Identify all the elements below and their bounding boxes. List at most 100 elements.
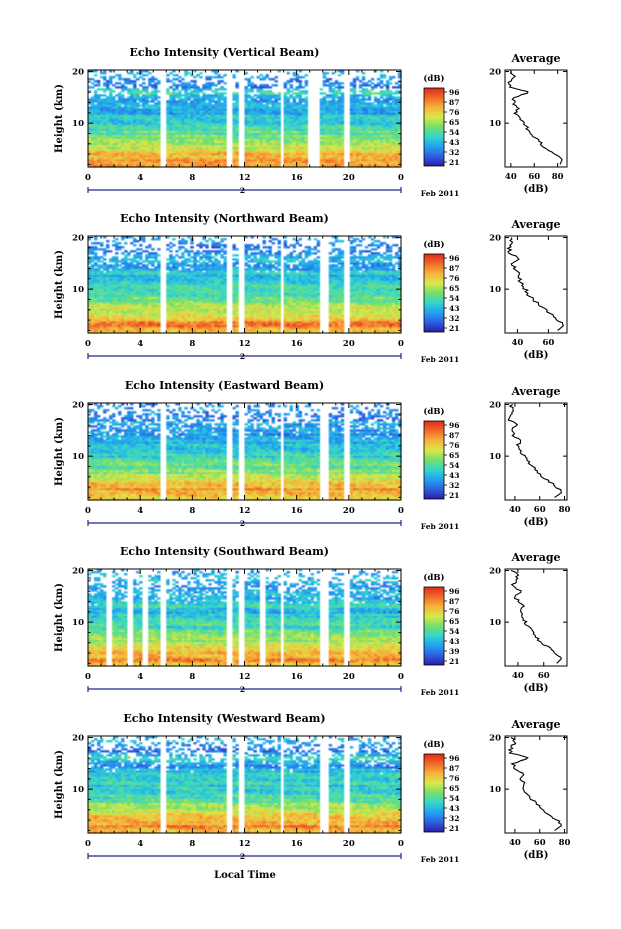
y-tick-label: 10 [72,285,84,295]
heatmap-cells [88,403,402,501]
colorbar-tick-label: 87 [449,264,459,273]
panel-title: Echo Intensity (Northward Beam) [120,212,329,225]
profile-y-tick-label: 10 [489,452,501,462]
profile-x-axis-label: (dB) [524,683,549,694]
x-tick-label: 4 [137,672,143,682]
profile-x-axis-label: (dB) [524,350,549,361]
y-tick-label: 10 [72,119,84,129]
y-axis-label: Height (km) [54,583,65,652]
panel-title: Echo Intensity (Westward Beam) [123,712,325,725]
profile-x-tick-label: 60 [534,838,546,848]
profile-x-axis-label: (dB) [524,184,549,195]
colorbar-tick-label: 76 [449,108,459,117]
colorbar-tick-label: 65 [449,784,459,793]
x-tick-label: 20 [343,839,355,849]
y-axis-label: Height (km) [54,417,65,486]
colorbar-tick-label: 39 [449,647,459,656]
colorbar-tick-label: 87 [449,98,459,107]
colorbar-tick-label: 96 [449,254,459,263]
profile-y-tick-label: 20 [489,401,501,411]
colorbar-tick-label: 96 [449,754,459,763]
y-axis-label: Height (km) [54,250,65,319]
colorbar-tick-label: 21 [449,824,459,833]
panel-3: Echo Intensity (Southward Beam)0 4 8 12 16 20… [54,545,568,697]
colorbar-tick-label: 43 [449,471,459,480]
colorbar-tick-label: 96 [449,587,459,596]
profile-x-axis-label: (dB) [524,517,549,528]
profile-x-tick-label: 60 [542,338,554,348]
x-tick-label: 0 [398,173,404,183]
profile-line [507,71,563,165]
date-label: Feb 2011 [421,355,459,364]
colorbar-tick-label: 65 [449,118,459,127]
colorbar-tick-label: 87 [449,764,459,773]
profile-title: Average [510,385,560,398]
y-axis-label: Height (km) [54,84,65,153]
x-tick-label: 8 [189,173,195,183]
date-label: Feb 2011 [421,688,459,697]
colorbar-tick-label: 65 [449,284,459,293]
colorbar [423,586,445,666]
x-tick-label: 12 [239,672,251,682]
colorbar-tick-label: 32 [449,314,459,323]
y-tick-label: 20 [72,401,84,411]
x-tick-label: 12 [239,506,251,516]
x-tick-label: 16 [291,506,303,516]
heatmap-cells [88,70,402,168]
colorbar-tick-label: 54 [449,128,459,137]
profile-y-tick-label: 10 [489,285,501,295]
profile-title: Average [510,218,560,231]
colorbar-tick-label: 76 [449,274,459,283]
colorbar-tick-label: 87 [449,431,459,440]
x-tick-label: 8 [189,839,195,849]
x-tick-label: 0 [398,839,404,849]
profile-y-tick-label: 20 [489,567,501,577]
x-tick-label: 12 [239,339,251,349]
panel-1: Echo Intensity (Northward Beam)0 4 8 12 16 20… [54,212,568,364]
colorbar-tick-label: 54 [449,794,459,803]
x-tick-label: 0 [398,506,404,516]
colorbar-tick-label: 43 [449,804,459,813]
colorbar-tick-label: 21 [449,491,459,500]
colorbar-title: (dB) [423,239,444,250]
profile-frame [504,568,568,667]
x-tick-label: 20 [343,506,355,516]
profile-line [510,569,562,664]
profile-x-tick-label: 40 [505,172,517,182]
colorbar-title: (dB) [423,406,444,417]
x-tick-label: 0 [398,339,404,349]
colorbar-tick-label: 43 [449,637,459,646]
colorbar-tick-label: 21 [449,324,459,333]
x-tick-label: 16 [291,672,303,682]
x-tick-label: 8 [189,672,195,682]
x-tick-label: 16 [291,173,303,183]
colorbar [423,87,445,167]
y-tick-label: 20 [72,734,84,744]
panel-0: Echo Intensity (Vertical Beam) 0 4 8 12 16 20 0… [54,46,568,198]
profile-frame [504,402,568,501]
x-tick-label: 20 [343,672,355,682]
x-tick-label: 0 [398,672,404,682]
colorbar-tick-label: 65 [449,617,459,626]
panel-title: Echo Intensity (Eastward Beam) [125,379,324,392]
profile-x-tick-label: 40 [509,838,521,848]
heatmap-cells [88,236,402,334]
panel-title: Echo Intensity (Vertical Beam) [129,46,319,59]
day-label: 2 [240,186,245,195]
x-tick-label: 0 [85,506,91,516]
x-tick-label: 0 [85,173,91,183]
colorbar-tick-label: 43 [449,304,459,313]
profile-y-tick-label: 10 [489,119,501,129]
y-tick-label: 10 [72,785,84,795]
panel-4: Echo Intensity (Westward Beam) 0 4 8 12 16 20 0… [54,712,571,864]
colorbar-tick-label: 96 [449,421,459,430]
colorbar-title: (dB) [423,739,444,750]
colorbar-tick-label: 32 [449,814,459,823]
colorbar-tick-label: 54 [449,627,459,636]
x-tick-label: 8 [189,506,195,516]
profile-frame [504,235,568,334]
date-label: Feb 2011 [421,855,459,864]
x-tick-label: 0 [85,839,91,849]
y-tick-label: 20 [72,567,84,577]
